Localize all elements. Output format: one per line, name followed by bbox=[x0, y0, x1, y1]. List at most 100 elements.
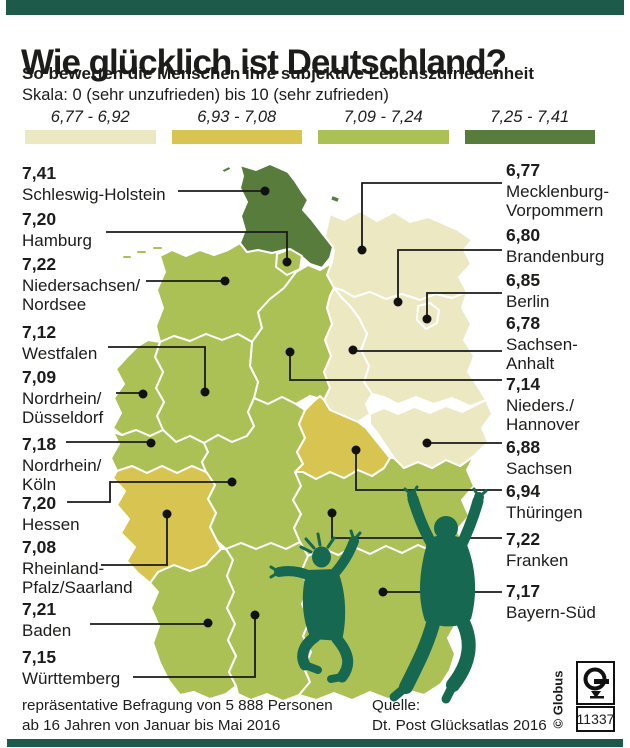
figure-foot bbox=[327, 673, 346, 683]
region-name: Nieders./ Hannover bbox=[506, 396, 580, 434]
region-value: 7,17 bbox=[506, 581, 541, 601]
dot-franken bbox=[327, 508, 337, 518]
region-name: Nordrhein/ Düsseldorf bbox=[22, 389, 104, 427]
leader-wuerttemberg bbox=[133, 615, 256, 678]
leader-hessen bbox=[67, 481, 232, 503]
source-text: Dt. Post Glücksatlas 2016 bbox=[372, 717, 547, 734]
globus-g-icon bbox=[583, 667, 609, 699]
leader-hamburg bbox=[106, 231, 288, 262]
legend-range-label: 6,77 - 6,92 bbox=[50, 108, 130, 126]
dot-westfalen bbox=[200, 387, 210, 397]
figure-foot bbox=[389, 681, 412, 702]
label-niedersachsen-nordsee: 7,22 Niedersachsen/ Nordsee bbox=[22, 254, 141, 315]
region-value: 6,77 bbox=[506, 160, 541, 180]
legend-item: 6,77 - 6,92 bbox=[25, 108, 156, 144]
figure-arm bbox=[329, 536, 359, 579]
region-name: Sachsen- Anhalt bbox=[506, 335, 578, 373]
dot-berlin bbox=[422, 314, 432, 324]
figure-hand bbox=[472, 487, 488, 499]
leader-niedersachsen-hannover bbox=[289, 352, 502, 381]
legend-item: 7,25 - 7,41 bbox=[464, 108, 595, 144]
region-value: 7,21 bbox=[22, 599, 57, 619]
region-value: 7,20 bbox=[22, 209, 57, 229]
region-name: Rheinland- Pfalz/Saarland bbox=[22, 559, 133, 597]
label-schleswig-holstein: 7,41 Schleswig-Holstein bbox=[22, 164, 166, 205]
region-value: 7,08 bbox=[22, 537, 57, 557]
region-value: 7,09 bbox=[22, 367, 57, 387]
region-value: 6,80 bbox=[506, 225, 541, 245]
region-name: Schleswig-Holstein bbox=[22, 185, 166, 204]
figure-hand bbox=[403, 485, 419, 497]
dot-niedersachsen-nordsee bbox=[220, 276, 230, 286]
subtitle: So bewerten die Menschen ihre subjektive… bbox=[22, 64, 535, 83]
figure-arm bbox=[407, 493, 439, 552]
map-dots bbox=[138, 186, 432, 628]
dot-brandenburg bbox=[393, 297, 403, 307]
legend-swatch bbox=[318, 130, 449, 144]
scale-note: Skala: 0 (sehr unzufrieden) bis 10 (sehr… bbox=[22, 86, 389, 104]
label-baden: 7,21 Baden bbox=[22, 599, 72, 641]
region-name: Nordrhein/ Köln bbox=[22, 456, 102, 494]
jumping-figure-right bbox=[389, 485, 488, 704]
label-sachsen: 6,88 Sachsen bbox=[506, 438, 572, 479]
dot-nordrhein-duesseldorf bbox=[138, 389, 148, 399]
legend-item: 6,93 - 7,08 bbox=[171, 108, 302, 144]
region-value: 7,22 bbox=[506, 529, 541, 549]
region-value: 6,94 bbox=[506, 481, 541, 501]
region-name: Württemberg bbox=[22, 669, 121, 688]
leader-mecklenburg-vorpommern bbox=[361, 182, 502, 250]
figure-torso bbox=[302, 569, 346, 641]
label-thueringen: 6,94 Thüringen bbox=[506, 481, 583, 523]
label-mecklenburg-vorpommern: 6,77 Mecklenburg- Vorpommern bbox=[506, 160, 609, 221]
dot-niedersachsen-hannover bbox=[285, 347, 295, 357]
label-nordrhein-koeln: 7,18 Nordrhein/ Köln bbox=[22, 435, 102, 495]
page-title: Wie glücklich ist Deutschland? bbox=[21, 43, 507, 83]
figure-head bbox=[434, 516, 458, 540]
region-value: 7,12 bbox=[22, 322, 57, 342]
dot-rheinland-pfalz bbox=[162, 509, 172, 519]
region-value: 7,14 bbox=[506, 374, 541, 394]
region-name: Niedersachsen/ Nordsee bbox=[22, 276, 141, 314]
figure-arm bbox=[274, 566, 315, 581]
region-name: Baden bbox=[22, 621, 72, 640]
figure-foot bbox=[441, 680, 458, 704]
label-westfalen: 7,12 Westfalen bbox=[22, 322, 98, 364]
legend-swatch bbox=[464, 130, 595, 144]
survey-note: repräsentative Befragung von 5 888 Perso… bbox=[22, 697, 333, 734]
label-berlin: 6,85 Berlin bbox=[506, 270, 550, 312]
region-name: Bayern-Süd bbox=[506, 603, 596, 622]
region-value: 6,78 bbox=[506, 313, 541, 333]
figure-arm bbox=[455, 495, 484, 552]
figure-leg bbox=[446, 613, 476, 692]
region-name: Thüringen bbox=[506, 503, 583, 522]
dot-schleswig-holstein bbox=[260, 186, 270, 196]
island bbox=[121, 254, 133, 260]
globus-logo bbox=[576, 661, 615, 705]
legend-range-label: 6,93 - 7,08 bbox=[197, 108, 277, 126]
jumping-figure-left bbox=[269, 529, 362, 683]
source-label: Quelle: bbox=[372, 697, 421, 714]
region-nordrhein-duesseldorf bbox=[112, 339, 165, 437]
region-sachsen bbox=[369, 399, 493, 469]
dot-sachsen bbox=[422, 438, 432, 448]
legend-range-label: 7,09 - 7,24 bbox=[343, 108, 423, 126]
island bbox=[151, 245, 164, 251]
infographic-number: 11337 bbox=[576, 706, 615, 732]
leader-thueringen bbox=[355, 450, 502, 491]
legend-swatch bbox=[25, 130, 156, 144]
region-value: 7,22 bbox=[22, 254, 57, 274]
region-name: Westfalen bbox=[22, 344, 98, 363]
figure-hand bbox=[269, 565, 281, 579]
region-name: Mecklenburg- Vorpommern bbox=[506, 182, 609, 220]
region-value: 6,85 bbox=[506, 270, 541, 290]
dot-nordrhein-koeln bbox=[146, 438, 156, 448]
leader-rheinland-pfalz bbox=[101, 514, 168, 566]
region-name: Berlin bbox=[506, 292, 550, 311]
source-block: Quelle: Dt. Post Glücksatlas 2016 bbox=[372, 696, 547, 736]
island bbox=[135, 249, 148, 255]
island bbox=[220, 165, 233, 174]
figure-hair bbox=[299, 532, 336, 554]
bottom-accent-bar bbox=[7, 739, 623, 747]
